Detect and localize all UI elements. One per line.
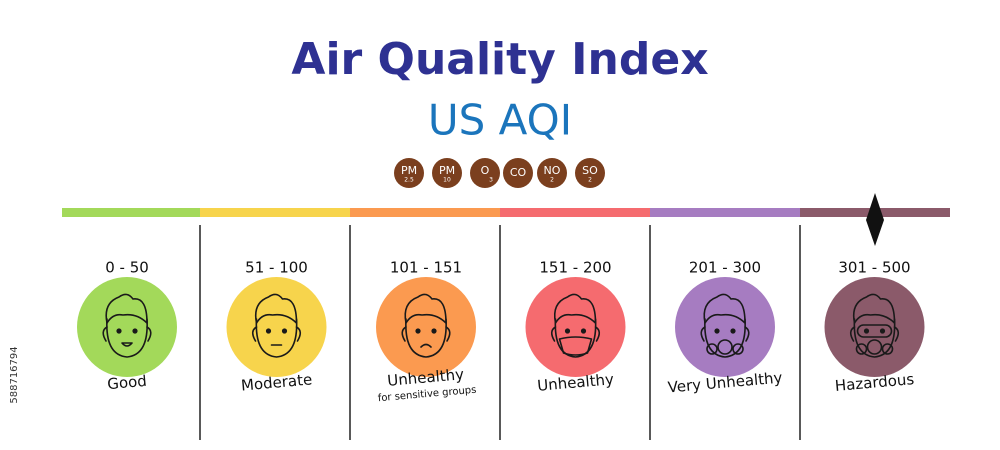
pollutant-name: SO: [582, 164, 598, 177]
head: [106, 318, 148, 358]
hair: [404, 293, 447, 324]
label: Moderate: [240, 370, 313, 394]
color-band: [650, 208, 800, 217]
pollutant-name: PM: [401, 164, 417, 177]
eye: [863, 328, 870, 334]
label: Hazardous: [834, 370, 915, 395]
eye: [415, 328, 421, 334]
pollutant-badge: [575, 158, 605, 188]
head: [554, 318, 597, 358]
range: 0 - 50: [105, 259, 149, 277]
ears: [849, 326, 900, 342]
mask: [558, 336, 593, 356]
range: 51 - 100: [245, 259, 308, 277]
ears: [550, 326, 601, 342]
mouth: [121, 342, 133, 347]
level-circle: [77, 277, 177, 377]
pollutant-sub: 3: [489, 177, 493, 184]
face-icon: [849, 293, 900, 358]
hair: [703, 293, 746, 324]
filter: [706, 343, 718, 355]
label: Unhealthy: [536, 370, 614, 395]
pollutant-name: NO: [544, 164, 561, 177]
pollutant-sub: 2.5: [404, 177, 414, 184]
eye: [265, 328, 272, 334]
face-icon: [700, 293, 750, 358]
hair: [852, 293, 896, 324]
stock-id: 588716794: [9, 346, 20, 403]
color-band: [350, 208, 500, 217]
level-circle: [226, 277, 327, 377]
pollutant-name: PM: [439, 164, 455, 177]
pollutant-badge: [432, 158, 462, 188]
pollutant-name: O: [481, 164, 490, 177]
eye: [564, 328, 571, 334]
face-icon: [550, 293, 601, 358]
filter: [732, 343, 744, 355]
hair: [553, 293, 597, 324]
ears: [700, 326, 750, 342]
level-circle: [525, 277, 626, 377]
pointer: [866, 193, 884, 246]
eye: [879, 328, 886, 334]
pollutant-sub: 2: [588, 177, 592, 184]
eye: [116, 328, 122, 334]
label: Very Unhealthy: [667, 369, 783, 397]
level-circle: [376, 277, 476, 377]
level-circle: [824, 277, 925, 377]
range: 101 - 151: [390, 259, 462, 277]
pollutant-name: CO: [510, 166, 527, 179]
ears: [251, 326, 302, 342]
face-icon: [401, 293, 451, 358]
eye: [730, 328, 736, 334]
respirator: [717, 339, 733, 355]
eye: [714, 328, 720, 334]
mouth: [420, 343, 432, 348]
range: 151 - 200: [539, 259, 611, 277]
ears: [102, 326, 152, 342]
color-band: [500, 208, 650, 217]
filter: [881, 343, 894, 355]
color-band: [200, 208, 350, 217]
level-circle: [675, 277, 775, 377]
pollutant-badge: [503, 158, 533, 188]
pollutant-badge: [470, 158, 500, 188]
subtitle: US AQI: [428, 96, 572, 145]
range: 201 - 300: [689, 259, 761, 277]
range: 301 - 500: [838, 259, 910, 277]
eye: [431, 328, 437, 334]
goggles: [856, 324, 893, 338]
label: Good: [107, 372, 148, 393]
head: [704, 318, 746, 358]
eye: [580, 328, 587, 334]
hair: [105, 293, 148, 324]
color-band: [62, 208, 200, 217]
pollutant-sub: 2: [550, 177, 554, 184]
head: [405, 318, 447, 358]
ears: [401, 326, 451, 342]
filter: [855, 343, 868, 355]
hair: [254, 293, 298, 324]
pollutant-badge: [394, 158, 424, 188]
pollutant-badge: [537, 158, 567, 188]
face-icon: [102, 293, 152, 358]
head: [853, 318, 896, 358]
eye: [132, 328, 138, 334]
face-icon: [251, 293, 302, 358]
head: [255, 318, 298, 358]
respirator: [866, 339, 883, 355]
eye: [281, 328, 288, 334]
pollutant-sub: 10: [443, 177, 451, 184]
title: Air Quality Index: [291, 34, 708, 85]
